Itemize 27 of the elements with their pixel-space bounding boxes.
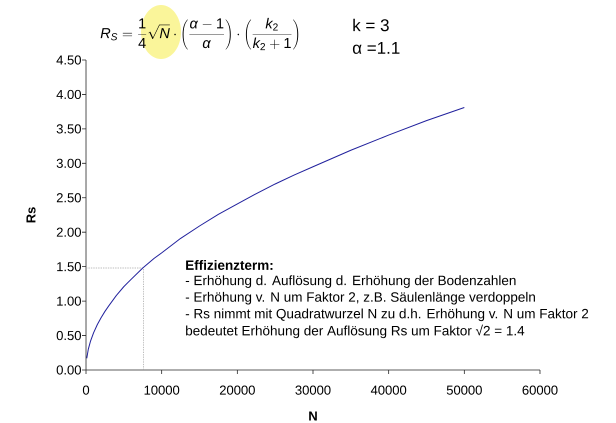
x-tick-label: 0: [82, 386, 90, 395]
y-tick-label: 2.50: [56, 193, 81, 202]
annotation: - Erhöhung d. Auflösung d. Erhöhung der Bodenzahlen: [186, 275, 516, 288]
text: k = 3: [353, 18, 389, 32]
annotation: - Rs nimmt mit Quadratwurzel N zu d.h. Erhöhung v. N um Faktor 2: [186, 308, 588, 322]
text: α =1.1: [352, 42, 400, 54]
y-tick-label: 4.50: [56, 55, 81, 65]
chart-title: $R_S=\frac{1}{4}\sqrt{N}\cdot\left(\frac{\alpha-1}{\alpha}\right)\cdot\left(\frac{k_2}{k_2+1}\right)$: [100, 18, 298, 50]
annotation: - Erhöhung v. N um Faktor 2, z.B. Säulenlänge verdoppeln: [186, 292, 535, 304]
x-tick-label: 60000: [522, 386, 558, 395]
x-tick-label: 40000: [370, 386, 406, 395]
y-tick-label: 3.50: [56, 124, 81, 134]
x-tick-label: 30000: [295, 386, 331, 395]
annotation: Effizienzterm:: [186, 260, 272, 270]
x-tick-label: 20000: [220, 386, 255, 395]
annotation: bedeutet Erhöhung der Auflösung Rs um Faktor √2 = 1.4: [186, 324, 524, 338]
x-axis-title: N: [309, 412, 317, 420]
y-tick-label: 0.00: [56, 365, 81, 375]
y-tick-label: 0.50: [56, 330, 81, 340]
y-tick-label: 3.00: [56, 158, 81, 168]
y-tick-label: 4.00: [56, 90, 81, 100]
y-tick-label: 2.00: [56, 228, 81, 237]
y-axis-title: Rs: [26, 207, 36, 222]
x-tick-label: 10000: [144, 386, 180, 395]
y-tick-label: 1.50: [57, 262, 81, 272]
y-tick-label: 1.00: [57, 296, 81, 306]
x-tick-label: 50000: [446, 386, 482, 395]
